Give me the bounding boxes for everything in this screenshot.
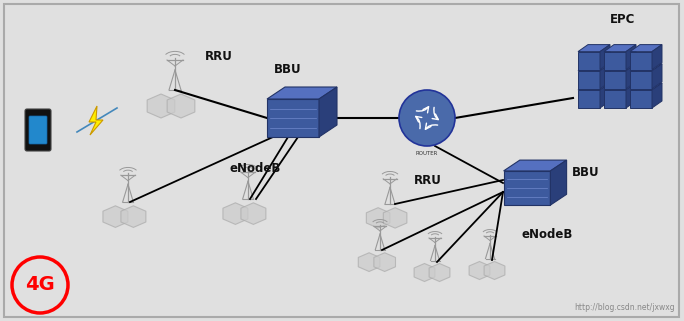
Polygon shape [147, 94, 175, 118]
Polygon shape [241, 203, 266, 224]
Polygon shape [604, 71, 626, 89]
Polygon shape [600, 45, 610, 70]
Polygon shape [630, 45, 662, 52]
Polygon shape [551, 160, 566, 205]
Polygon shape [630, 83, 662, 90]
Polygon shape [604, 83, 636, 90]
Text: RRU: RRU [414, 174, 442, 187]
Polygon shape [578, 52, 600, 70]
Text: 4G: 4G [25, 275, 55, 294]
Polygon shape [121, 206, 146, 227]
Polygon shape [374, 253, 395, 272]
Text: RRU: RRU [205, 50, 233, 63]
Polygon shape [652, 64, 662, 89]
FancyBboxPatch shape [25, 109, 51, 151]
Polygon shape [267, 99, 319, 137]
Polygon shape [578, 64, 610, 71]
Polygon shape [267, 87, 337, 99]
Polygon shape [469, 262, 490, 280]
Polygon shape [578, 90, 600, 108]
Polygon shape [484, 262, 505, 280]
Polygon shape [604, 64, 636, 71]
Polygon shape [626, 45, 636, 70]
Polygon shape [626, 64, 636, 89]
Polygon shape [223, 203, 248, 224]
Polygon shape [414, 264, 435, 282]
Polygon shape [626, 83, 636, 108]
Polygon shape [578, 83, 610, 90]
Polygon shape [630, 90, 652, 108]
Polygon shape [319, 87, 337, 137]
Polygon shape [630, 71, 652, 89]
Polygon shape [578, 71, 600, 89]
Circle shape [399, 90, 455, 146]
Polygon shape [630, 52, 652, 70]
Polygon shape [578, 45, 610, 52]
Polygon shape [103, 206, 128, 227]
Text: BBU: BBU [572, 167, 600, 179]
Polygon shape [604, 52, 626, 70]
Polygon shape [630, 64, 662, 71]
Text: eNodeB: eNodeB [230, 162, 281, 175]
Polygon shape [358, 253, 380, 272]
Polygon shape [600, 83, 610, 108]
Polygon shape [383, 208, 407, 228]
Text: http://blog.csdn.net/jxwxg: http://blog.csdn.net/jxwxg [575, 303, 675, 312]
Polygon shape [429, 264, 450, 282]
Text: eNodeB: eNodeB [522, 228, 573, 241]
Polygon shape [604, 90, 626, 108]
Polygon shape [600, 64, 610, 89]
Polygon shape [652, 83, 662, 108]
Polygon shape [367, 208, 390, 228]
Polygon shape [167, 94, 195, 118]
Text: BBU: BBU [274, 63, 302, 76]
Polygon shape [503, 160, 566, 171]
Polygon shape [604, 45, 636, 52]
Text: EPC: EPC [610, 13, 635, 26]
Polygon shape [89, 106, 103, 135]
Text: ROUTER: ROUTER [416, 151, 438, 156]
FancyBboxPatch shape [29, 116, 47, 144]
Polygon shape [652, 45, 662, 70]
Polygon shape [503, 171, 551, 205]
